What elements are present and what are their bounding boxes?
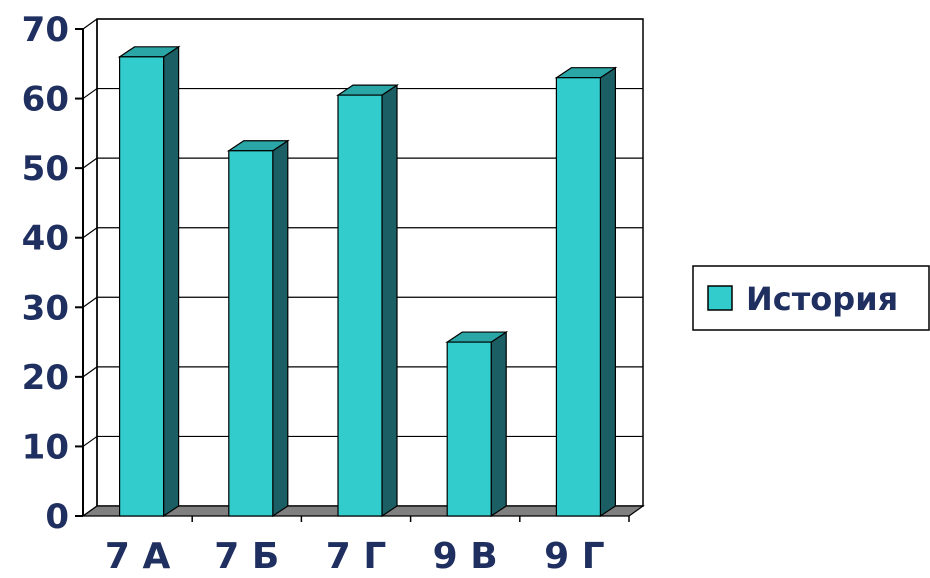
bar-side bbox=[599, 66, 617, 518]
y-tick-label: 30 bbox=[22, 288, 69, 328]
y-tick-label: 50 bbox=[22, 149, 69, 189]
y-axis: 0 10 20 30 40 50 60 70 bbox=[22, 10, 83, 537]
bar-side bbox=[490, 330, 507, 518]
bar bbox=[554, 66, 618, 518]
bar-front bbox=[337, 94, 383, 517]
y-tick-label: 60 bbox=[22, 80, 69, 120]
bar bbox=[445, 330, 509, 518]
gridline-side bbox=[82, 88, 98, 100]
gridline-side bbox=[82, 435, 98, 447]
gridline-side bbox=[82, 296, 98, 308]
legend: История bbox=[692, 265, 930, 331]
bar bbox=[226, 139, 290, 518]
bar-front bbox=[118, 56, 165, 517]
bar bbox=[336, 83, 399, 518]
gridline-side bbox=[82, 227, 98, 239]
bar-front bbox=[228, 150, 274, 517]
bar-front bbox=[555, 77, 602, 517]
legend-label: История bbox=[746, 280, 898, 318]
bar-side bbox=[272, 139, 289, 518]
x-tick-label: 7 А bbox=[105, 536, 171, 577]
x-axis: 7 А 7 Б 7 Г 9 В 9 Г bbox=[105, 516, 630, 577]
gridline-side bbox=[82, 18, 98, 30]
gridline-side bbox=[82, 366, 98, 378]
bar bbox=[117, 45, 181, 518]
x-tick-label: 7 Г bbox=[326, 536, 387, 577]
bars bbox=[117, 45, 618, 518]
x-tick-label: 9 В bbox=[433, 536, 498, 577]
bar-front bbox=[446, 341, 492, 517]
x-tick-label: 7 Б bbox=[214, 536, 279, 577]
y-tick-label: 0 bbox=[45, 497, 69, 537]
y-tick-label: 70 bbox=[22, 10, 69, 50]
bar-side bbox=[163, 45, 180, 518]
y-tick-label: 40 bbox=[22, 219, 69, 259]
bar-side bbox=[381, 83, 398, 518]
y-tick-label: 10 bbox=[22, 427, 69, 467]
gridline-side bbox=[82, 157, 98, 169]
x-tick-label: 9 Г bbox=[544, 536, 605, 577]
legend-swatch bbox=[707, 285, 733, 311]
y-tick-label: 20 bbox=[22, 358, 69, 398]
